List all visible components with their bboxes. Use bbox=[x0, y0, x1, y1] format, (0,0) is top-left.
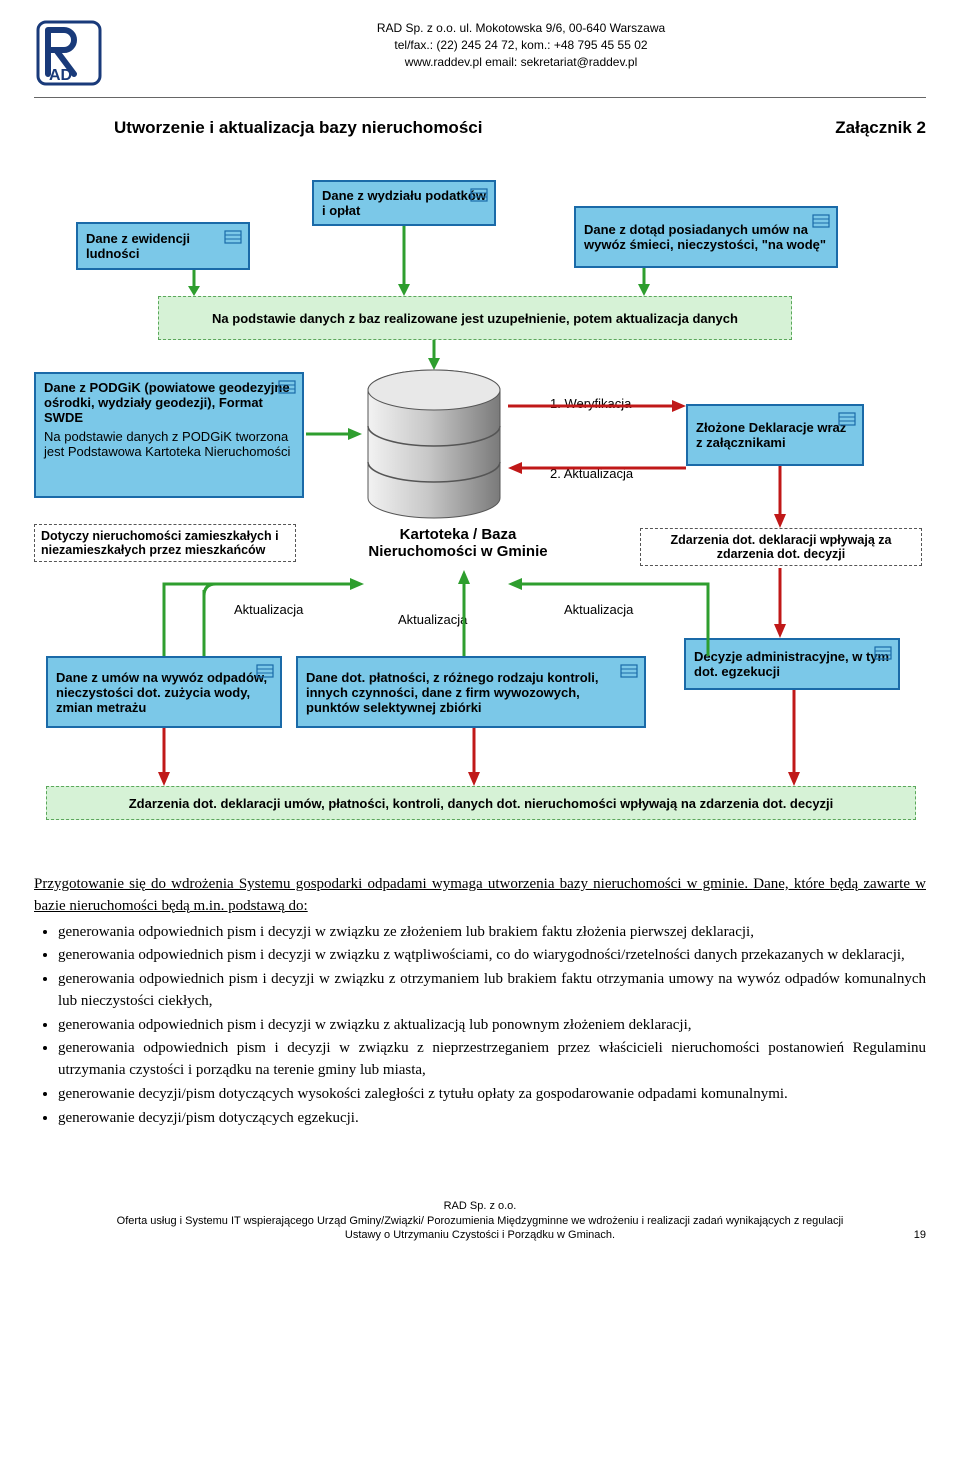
arrow-red-icon bbox=[464, 728, 484, 786]
process-top-label: Na podstawie danych z baz realizowane je… bbox=[212, 311, 738, 326]
node-ewidencja: Dane z ewidencji ludności bbox=[76, 222, 250, 270]
node-podatki: Dane z wydziału podatków i opłat bbox=[312, 180, 496, 226]
list-item: generowanie decyzji/pism dotyczących wys… bbox=[58, 1084, 926, 1106]
attachment-label: Załącznik 2 bbox=[835, 118, 926, 138]
db-label: Kartoteka / Baza Nieruchomości w Gminie bbox=[338, 526, 578, 560]
node-decyzje: Decyzje administracyjne, w tym dot. egze… bbox=[684, 638, 900, 690]
node-platnosci-label: Dane dot. płatności, z różnego rodzaju k… bbox=[306, 670, 636, 715]
note-dotyczy: Dotyczy nieruchomości zamieszkałych i ni… bbox=[34, 524, 296, 562]
arrow-red-icon bbox=[154, 728, 174, 786]
main-title: Utworzenie i aktualizacja bazy nieruchom… bbox=[114, 118, 482, 138]
node-podgik-title: Dane z PODGiK (powiatowe geodezyjne ośro… bbox=[44, 380, 294, 425]
node-umowy-posiadane-label: Dane z dotąd posiadanych umów na wywóz ś… bbox=[584, 222, 828, 252]
data-icon bbox=[620, 664, 638, 678]
database-icon bbox=[362, 368, 506, 520]
arrow-red-icon bbox=[770, 466, 790, 528]
note-dotyczy-label: Dotyczy nieruchomości zamieszkałych i ni… bbox=[41, 529, 279, 557]
list-item: generowania odpowiednich pism i decyzji … bbox=[58, 969, 926, 1013]
node-umowy-wywoz-label: Dane z umów na wywóz odpadów, nieczystoś… bbox=[56, 670, 272, 715]
header-contact: tel/fax.: (22) 245 24 72, kom.: +48 795 … bbox=[394, 38, 647, 52]
footer-line2: Oferta usług i Systemu IT wspierającego … bbox=[117, 1215, 844, 1227]
arrow-green-icon bbox=[424, 340, 444, 370]
logo: AD bbox=[34, 18, 104, 93]
body-text: Przygotowanie się do wdrożenia Systemu g… bbox=[34, 874, 926, 1129]
footer-line3: Ustawy o Utrzymaniu Czystości i Porządku… bbox=[345, 1229, 615, 1241]
list-item: generowania odpowiednich pism i decyzji … bbox=[58, 1038, 926, 1082]
bullet-list: generowania odpowiednich pism i decyzji … bbox=[34, 922, 926, 1130]
arrow-red-icon bbox=[784, 690, 804, 786]
node-umowy-wywoz: Dane z umów na wywóz odpadów, nieczystoś… bbox=[46, 656, 282, 728]
document-header: AD RAD Sp. z o.o. ul. Mokotowska 9/6, 00… bbox=[34, 18, 926, 98]
node-ewidencja-label: Dane z ewidencji ludności bbox=[86, 231, 240, 261]
node-podgik: Dane z PODGiK (powiatowe geodezyjne ośro… bbox=[34, 372, 304, 498]
data-icon bbox=[224, 230, 242, 244]
data-icon bbox=[812, 214, 830, 228]
note-zdarzenia-dekl: Zdarzenia dot. deklaracji wpływają za zd… bbox=[640, 528, 922, 566]
process-top: Na podstawie danych z baz realizowane je… bbox=[158, 296, 792, 340]
intro-text: Przygotowanie się do wdrożenia Systemu g… bbox=[34, 876, 926, 914]
arrow-red-icon bbox=[508, 460, 686, 476]
node-platnosci: Dane dot. płatności, z różnego rodzaju k… bbox=[296, 656, 646, 728]
header-web: www.raddev.pl email: sekretariat@raddev.… bbox=[405, 55, 638, 69]
data-icon bbox=[470, 188, 488, 202]
note-zdarzenia-dekl-label: Zdarzenia dot. deklaracji wpływają za zd… bbox=[671, 533, 892, 561]
footer-company: RAD Sp. z o.o. bbox=[444, 1200, 517, 1212]
arrow-green-icon bbox=[634, 268, 654, 296]
band-bottom-label: Zdarzenia dot. deklaracji umów, płatnośc… bbox=[129, 796, 834, 811]
diagram: Dane z ewidencji ludności Dane z wydział… bbox=[34, 150, 926, 840]
arrow-green-icon bbox=[184, 270, 204, 296]
arrow-green-icon bbox=[454, 570, 474, 656]
header-company: RAD Sp. z o.o. ul. Mokotowska 9/6, 00-64… bbox=[377, 21, 665, 35]
page-number: 19 bbox=[914, 1228, 926, 1242]
svg-text:AD: AD bbox=[49, 67, 72, 84]
arrow-red-icon bbox=[770, 568, 790, 638]
node-deklaracje-label: Złożone Deklaracje wraz z załącznikami bbox=[696, 420, 854, 450]
node-umowy-posiadane: Dane z dotąd posiadanych umów na wywóz ś… bbox=[574, 206, 838, 268]
list-item: generowania odpowiednich pism i decyzji … bbox=[58, 922, 926, 944]
node-podgik-sub: Na podstawie danych z PODGiK tworzona je… bbox=[44, 429, 294, 459]
list-item: generowania odpowiednich pism i decyzji … bbox=[58, 945, 926, 967]
list-item: generowania odpowiednich pism i decyzji … bbox=[58, 1015, 926, 1037]
node-podatki-label: Dane z wydziału podatków i opłat bbox=[322, 188, 486, 218]
arrow-red-icon bbox=[508, 398, 686, 414]
data-icon bbox=[278, 380, 296, 394]
arrow-green-icon bbox=[164, 570, 364, 656]
data-icon bbox=[874, 646, 892, 660]
data-icon bbox=[838, 412, 856, 426]
arrow-green-icon bbox=[306, 426, 362, 442]
node-deklaracje: Złożone Deklaracje wraz z załącznikami bbox=[686, 404, 864, 466]
band-bottom: Zdarzenia dot. deklaracji umów, płatnośc… bbox=[46, 786, 916, 820]
arrow-green-icon bbox=[508, 570, 708, 656]
arrow-green-icon bbox=[394, 226, 414, 296]
data-icon bbox=[256, 664, 274, 678]
list-item: generowanie decyzji/pism dotyczących egz… bbox=[58, 1108, 926, 1130]
footer: RAD Sp. z o.o. Oferta usług i Systemu IT… bbox=[34, 1199, 926, 1242]
node-decyzje-label: Decyzje administracyjne, w tym dot. egze… bbox=[694, 649, 890, 679]
